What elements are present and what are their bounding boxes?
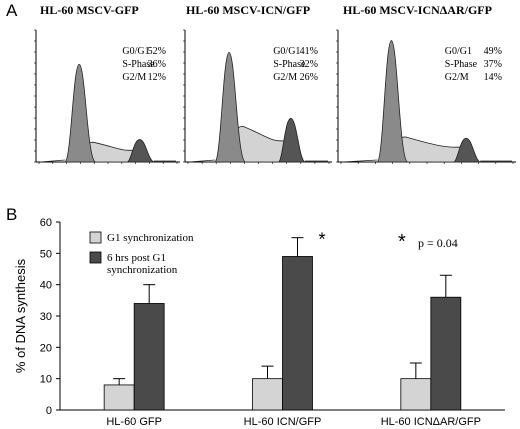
histogram-stat-label: S-Phase: [445, 59, 478, 70]
x-tick-label: HL-60 ICNΔAR/GFP: [381, 416, 481, 428]
histogram-stat-value: 41%: [300, 46, 318, 57]
p-value-note: p = 0.04: [418, 236, 458, 250]
histogram-stat-value: 12%: [148, 72, 166, 83]
histogram-g1-peak: [376, 40, 408, 163]
histogram-3-title: HL-60 MSCV-ICNΔAR/GFP: [343, 3, 492, 17]
histogram-outline: [39, 159, 176, 163]
x-tick-label: HL-60 GFP: [106, 416, 162, 428]
legend-label-2: synchronization: [107, 264, 178, 276]
histogram-g2m-peak: [126, 139, 154, 163]
y-tick-label: 60: [40, 217, 52, 229]
bar-g1-sync-3: [400, 378, 432, 411]
bar-post-g1-3: [430, 296, 462, 411]
panel-a-label: A: [6, 1, 18, 20]
histogram-stat-value: 26%: [300, 72, 318, 83]
significance-star: *: [319, 230, 326, 250]
histogram-stat-value: 52%: [148, 46, 166, 57]
histogram-stat-label: G2/M: [445, 72, 469, 83]
bar-g1-sync-2: [252, 378, 283, 411]
legend-label-2: 6 hrs post G1: [107, 252, 166, 264]
y-tick-label: 50: [40, 248, 52, 260]
histogram-stat-label: G0/G1: [445, 46, 472, 57]
p-value-star: *: [398, 231, 406, 253]
histogram-g2m-peak: [452, 137, 481, 163]
histogram-stat-value: 37%: [484, 59, 502, 70]
histogram-outline: [341, 159, 512, 163]
y-tick-label: 30: [40, 311, 52, 323]
histogram-stat-label: G0/G1: [122, 46, 149, 57]
histogram-outline: [188, 159, 328, 163]
bar-post-g1-1: [133, 303, 165, 411]
y-tick-label: 40: [40, 280, 52, 292]
y-axis-label: % of DNA synthesis: [13, 258, 28, 373]
bar-post-g1-2: [282, 256, 313, 411]
panel-b-label: B: [6, 205, 18, 224]
histogram-stat-label: G2/M: [273, 72, 297, 83]
histogram-g1-peak: [63, 63, 96, 163]
legend-swatch-1: [89, 231, 102, 244]
histogram-3: G0/G1 49% S-Phase 37% G2/M 14%: [336, 29, 516, 164]
y-tick-label: 20: [40, 342, 52, 354]
histogram-g1-peak: [213, 52, 246, 163]
legend-label-1: G1 synchronization: [107, 232, 194, 244]
histogram-stat-value: 36%: [148, 59, 166, 70]
histogram-1-title: HL-60 MSCV-GFP: [40, 3, 139, 17]
bar-g1-sync-1: [103, 384, 135, 411]
histogram-stat-label: G0/G1: [273, 46, 300, 57]
histogram-stat-label: S-Phase: [122, 59, 155, 70]
histogram-stat-label: G2/M: [122, 72, 146, 83]
histogram-stat-value: 32%: [300, 59, 318, 70]
legend-swatch-2: [89, 251, 102, 264]
histogram-2-title: HL-60 MSCV-ICN/GFP: [186, 3, 311, 17]
histogram-stat-value: 14%: [484, 72, 502, 83]
y-tick-label: 10: [40, 374, 52, 386]
x-tick-label: HL-60 ICN/GFP: [244, 416, 322, 428]
histogram-stat-label: S-Phase: [273, 59, 306, 70]
histogram-g2m-peak: [277, 118, 306, 163]
y-tick-label: 0: [46, 405, 52, 417]
histogram-stat-value: 49%: [484, 46, 502, 57]
